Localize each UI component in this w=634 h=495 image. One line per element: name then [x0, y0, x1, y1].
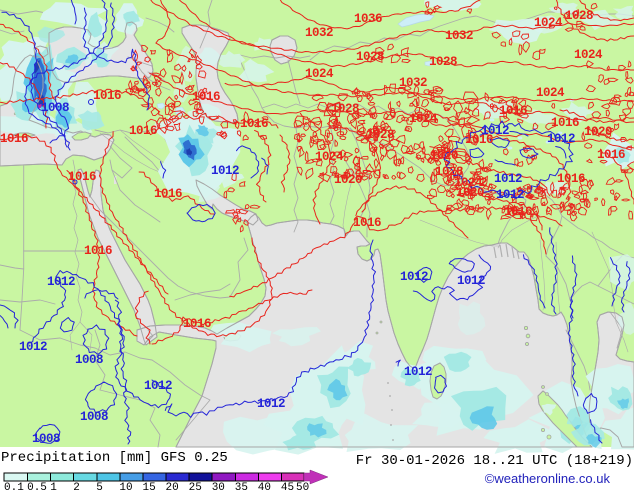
- svg-text:1012: 1012: [481, 124, 509, 138]
- svg-text:1012: 1012: [47, 275, 75, 289]
- svg-text:1012: 1012: [404, 365, 432, 379]
- svg-text:0.5: 0.5: [27, 482, 47, 490]
- svg-text:1012: 1012: [494, 172, 522, 186]
- svg-text:30: 30: [212, 482, 225, 490]
- svg-text:Fr 30-01-2026 18..21 UTC (18+2: Fr 30-01-2026 18..21 UTC (18+219): [356, 453, 633, 469]
- svg-text:1016: 1016: [68, 170, 96, 184]
- svg-text:1028: 1028: [356, 50, 384, 64]
- svg-text:2: 2: [73, 482, 80, 490]
- svg-text:1028: 1028: [565, 9, 593, 23]
- svg-text:25: 25: [189, 482, 202, 490]
- svg-text:1032: 1032: [305, 26, 333, 40]
- svg-text:20: 20: [166, 482, 179, 490]
- svg-text:1016: 1016: [353, 216, 381, 230]
- svg-text:©weatheronline.co.uk: ©weatheronline.co.uk: [485, 471, 611, 486]
- svg-text:1024: 1024: [315, 150, 344, 164]
- svg-text:1016: 1016: [84, 244, 112, 258]
- svg-text:1020: 1020: [456, 186, 484, 200]
- svg-text:1016: 1016: [240, 117, 268, 131]
- svg-text:1024: 1024: [574, 48, 603, 62]
- svg-text:1016: 1016: [465, 133, 493, 147]
- svg-text:1016: 1016: [129, 124, 157, 138]
- svg-text:1028: 1028: [366, 128, 394, 142]
- svg-text:1008: 1008: [32, 432, 60, 446]
- svg-text:1012: 1012: [547, 132, 575, 146]
- svg-text:50: 50: [296, 482, 309, 490]
- svg-text:15: 15: [143, 482, 156, 490]
- svg-text:1008: 1008: [41, 101, 69, 115]
- svg-text:5: 5: [96, 482, 103, 490]
- svg-text:1016: 1016: [557, 172, 585, 186]
- svg-text:1024: 1024: [534, 16, 563, 30]
- svg-text:2: 2: [480, 176, 487, 190]
- svg-text:1020: 1020: [334, 173, 362, 187]
- svg-text:1032: 1032: [399, 76, 427, 90]
- svg-text:1036: 1036: [354, 12, 382, 26]
- svg-text:45: 45: [281, 482, 294, 490]
- svg-text:1016: 1016: [499, 104, 527, 118]
- svg-text:1020: 1020: [584, 125, 612, 139]
- svg-text:1008: 1008: [80, 410, 108, 424]
- svg-text:1016: 1016: [504, 205, 532, 219]
- svg-text:1008: 1008: [75, 353, 103, 367]
- svg-text:1016: 1016: [551, 116, 579, 130]
- svg-text:1012: 1012: [211, 164, 239, 178]
- svg-text:1016: 1016: [0, 132, 28, 146]
- svg-text:1012: 1012: [144, 379, 172, 393]
- svg-text:1012: 1012: [19, 340, 47, 354]
- svg-text:10: 10: [119, 482, 132, 490]
- svg-text:1024: 1024: [454, 176, 483, 190]
- svg-text:1012: 1012: [496, 188, 524, 202]
- svg-text:1012: 1012: [457, 274, 485, 288]
- svg-text:1016: 1016: [154, 187, 182, 201]
- svg-text:1016: 1016: [93, 89, 121, 103]
- svg-text:0.1: 0.1: [4, 482, 24, 490]
- svg-text:1016: 1016: [597, 148, 625, 162]
- svg-text:1028: 1028: [429, 55, 457, 69]
- svg-text:1024: 1024: [536, 86, 565, 100]
- svg-text:1: 1: [50, 482, 57, 490]
- svg-text:1016: 1016: [183, 317, 211, 331]
- svg-text:35: 35: [235, 482, 248, 490]
- svg-text:1012: 1012: [257, 397, 285, 411]
- svg-text:1024: 1024: [305, 67, 334, 81]
- svg-text:1024: 1024: [409, 112, 438, 126]
- svg-text:1012: 1012: [400, 270, 428, 284]
- svg-text:1032: 1032: [445, 29, 473, 43]
- svg-text:1028: 1028: [435, 165, 463, 179]
- svg-text:Precipitation [mm] GFS 0.25: Precipitation [mm] GFS 0.25: [1, 450, 228, 466]
- svg-text:1020: 1020: [430, 149, 458, 163]
- svg-text:1028: 1028: [331, 102, 359, 116]
- svg-text:1016: 1016: [192, 90, 220, 104]
- svg-text:40: 40: [258, 482, 271, 490]
